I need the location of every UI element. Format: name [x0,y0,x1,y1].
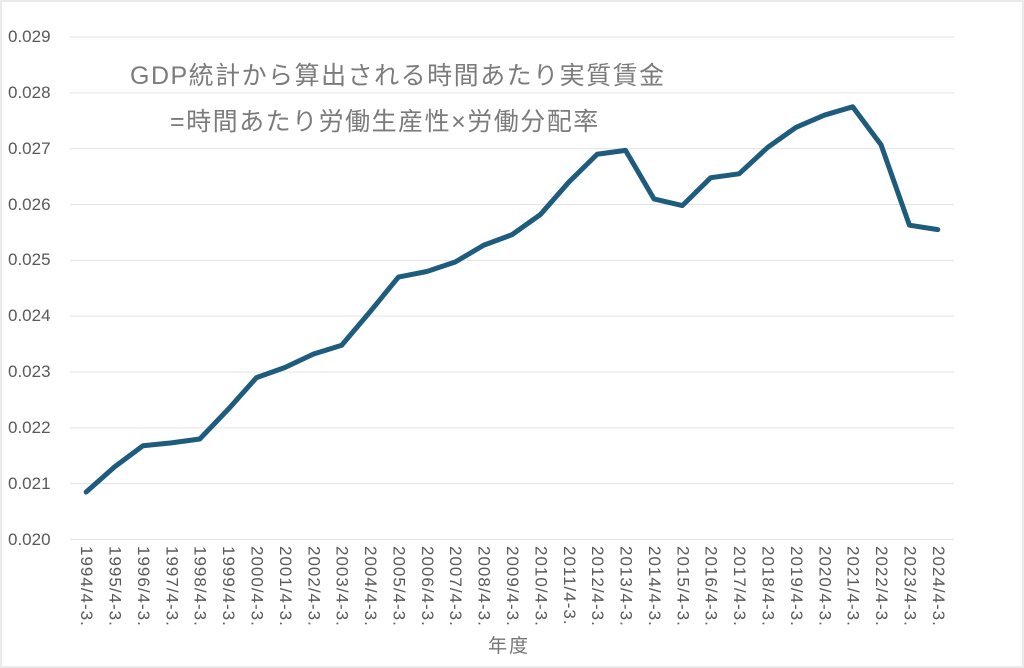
y-axis-tick-label: 0.026 [8,194,51,214]
x-axis-tick-label: 2005/4-3. [389,546,409,627]
x-axis-tick-label: 2019/4-3. [786,546,806,627]
x-axis-tick-label: 2014/4-3. [644,546,664,627]
x-axis-tick-label: 2000/4-3. [247,546,267,627]
real-wage-series-line [83,104,941,495]
x-axis-tick-label: 2018/4-3. [758,546,778,627]
x-axis-tick-label: 2012/4-3. [588,546,608,627]
x-axis-tick-label: 2010/4-3. [531,546,551,627]
y-axis-tick-label: 0.020 [8,529,51,549]
x-axis-tick-label: 2024/4-3. [928,546,948,627]
x-axis-tick-label: 2007/4-3. [446,546,466,627]
x-axis-tick-label: 2001/4-3. [275,546,295,627]
x-axis-tick-label: 2008/4-3. [474,546,494,627]
x-axis-tick-label: 2020/4-3. [815,546,835,627]
y-axis-tick-label: 0.025 [8,250,51,270]
x-axis-tick-label: 2003/4-3. [332,546,352,627]
x-axis-tick-label: 2023/4-3. [900,546,920,627]
y-axis-tick-label: 0.022 [8,417,51,437]
x-axis-tick-label: 2004/4-3. [361,546,381,627]
x-axis-tick-label: 1999/4-3. [219,546,239,627]
y-axis-tick-label: 0.023 [8,362,51,381]
x-axis-tick-label: 2009/4-3. [503,546,522,627]
y-axis-tick-label: 0.027 [8,138,51,158]
x-axis-tick-label: 2013/4-3. [616,546,636,627]
x-axis-tick-label: 1998/4-3. [190,546,210,627]
y-axis-tick-label: 0.029 [8,27,51,46]
x-axis-tick-label: 2017/4-3. [730,546,750,627]
chart-title-line-1: GDP統計から算出される時間あたり実質賃金 [130,62,666,90]
y-axis-tick-label: 0.028 [8,82,51,102]
x-axis-tick-label: 1996/4-3. [133,546,153,627]
x-axis-tick-label: 1995/4-3. [105,546,125,627]
x-axis-tick-label: 2016/4-3. [701,546,721,627]
x-axis-tick-label: 1997/4-3. [162,546,182,627]
y-axis-tick-label: 0.021 [8,473,51,493]
x-axis-tick-label: 2021/4-3. [843,546,863,627]
x-axis-tick-label: 2006/4-3. [417,546,437,627]
x-axis-tick-label: 2022/4-3. [872,546,892,627]
x-axis-tick-label: 2015/4-3. [673,546,693,627]
x-axis-tick-label: 1994/4-3. [77,546,97,627]
x-axis-title: 年度 [487,636,530,657]
x-axis-tick-label: 2002/4-3. [304,546,324,627]
chart-title-line-2: =時間あたり労働生産性×労働分配率 [170,108,600,136]
x-axis-tick-label: 2011/4-3. [559,546,579,626]
y-axis-tick-label: 0.024 [8,306,51,326]
